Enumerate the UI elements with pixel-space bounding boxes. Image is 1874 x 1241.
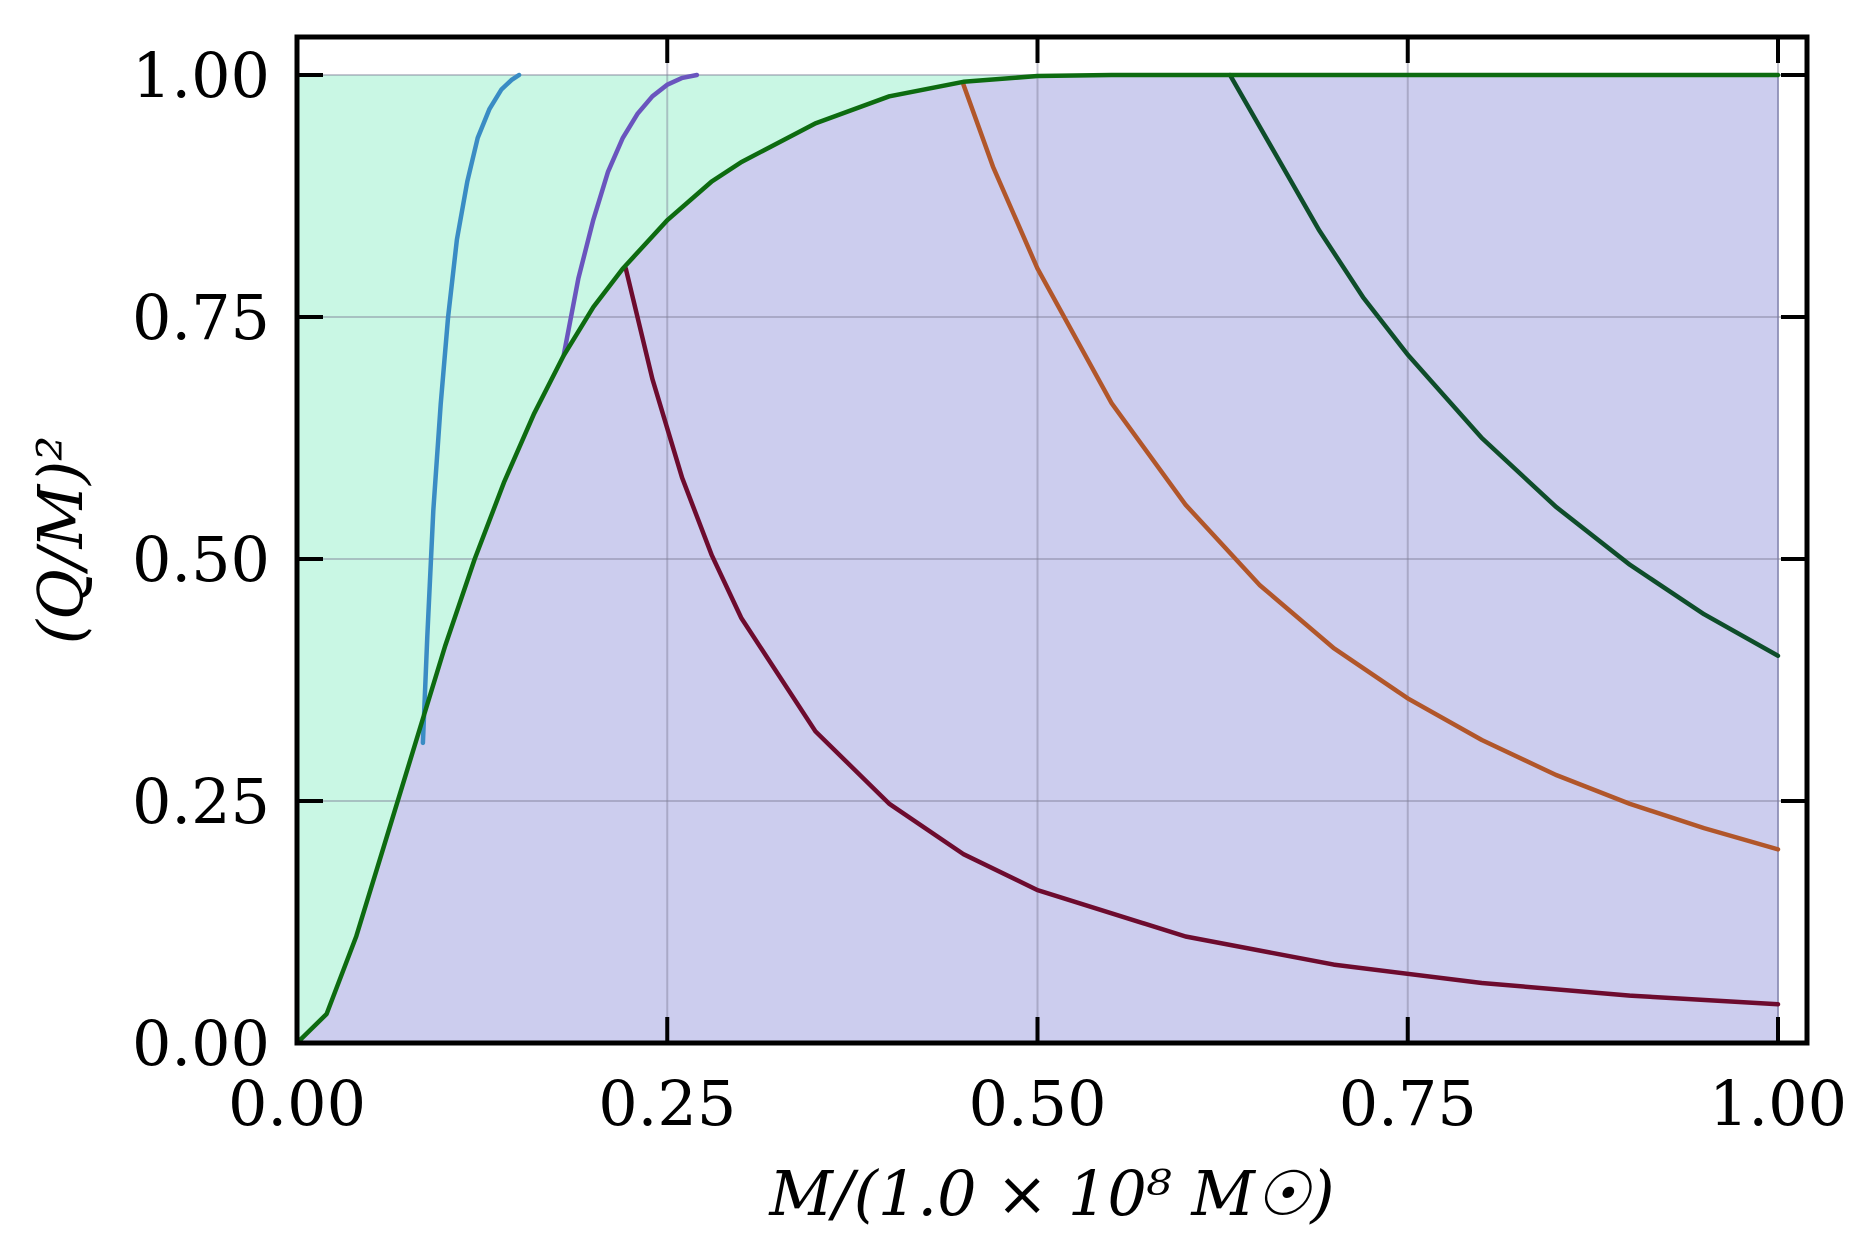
tick-labels: 0.00 0.25 0.50 0.75 1.00 0.00 0.25 0.50 0.75 1.00 [132,39,1847,1140]
y-tick-label: 0.25 [132,765,270,838]
x-tick-label: 0.25 [598,1067,736,1140]
y-tick-label: 0.00 [132,1007,270,1080]
region-upper [297,75,1778,1043]
boundary-line [294,72,1781,1046]
series-line-2 [561,72,700,358]
y-tick-label: 1.00 [132,39,270,112]
plot-frame [294,34,1810,1046]
series-line-4 [961,82,1781,852]
x-tick-label: 0.50 [968,1067,1106,1140]
x-tick-label: 0.75 [1339,1067,1477,1140]
series-line-5 [1227,72,1781,659]
y-tick-label: 0.50 [132,523,270,596]
y-axis-label: (Q/M)² [24,436,97,644]
x-tick-label: 1.00 [1709,1067,1847,1140]
x-tick-label: 0.00 [228,1067,366,1140]
series-line-3 [623,266,1781,1007]
ticks [295,37,1807,1045]
series-line-1 [420,72,522,746]
y-tick-label: 0.75 [132,281,270,354]
x-axis-label: M/(1.0 × 10⁸ M☉) [768,1157,1334,1230]
series-lines [294,72,1781,1046]
